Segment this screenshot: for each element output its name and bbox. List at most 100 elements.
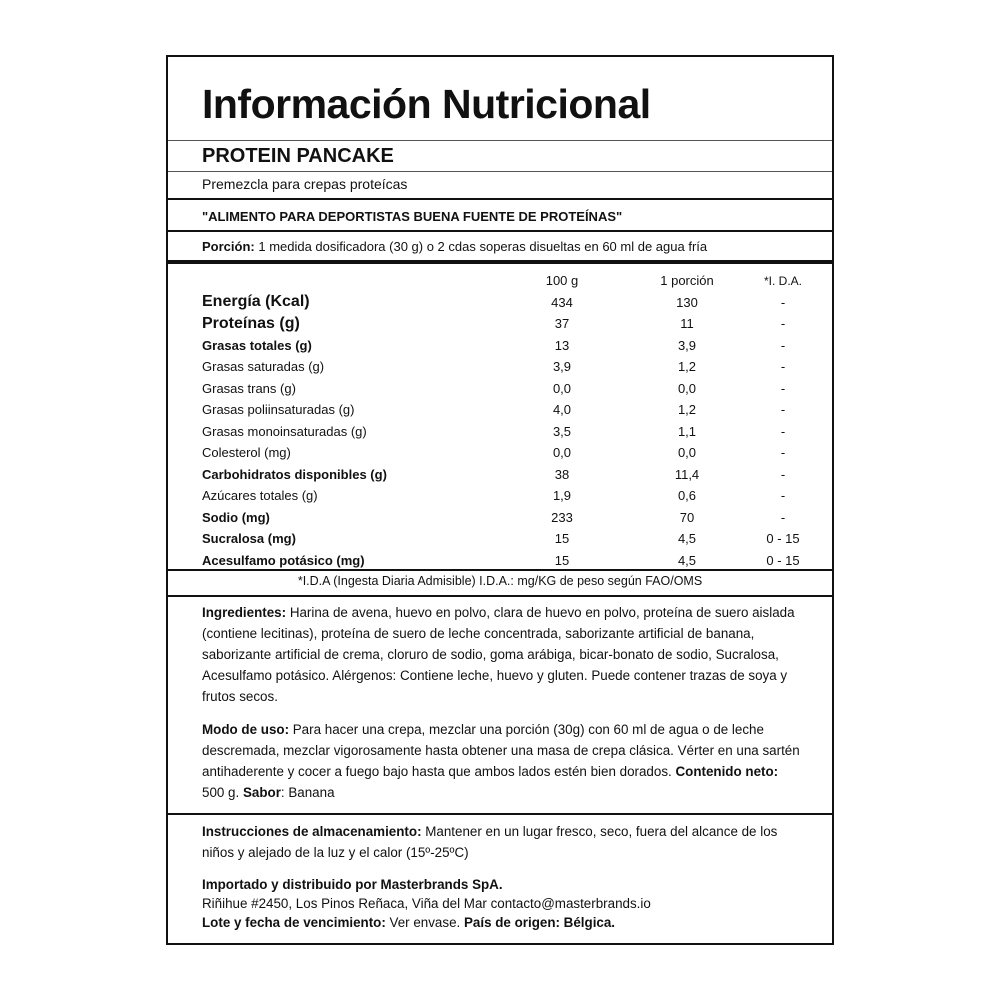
divider	[168, 595, 832, 597]
header-portion: 1 porción	[660, 273, 714, 289]
value-portion: 70	[679, 509, 695, 525]
value-ida: 0 - 15	[766, 531, 800, 547]
nutrition-label: Información Nutricional PROTEIN PANCAKE …	[166, 55, 834, 945]
nutrient-name: Grasas poliinsaturadas (g)	[202, 402, 355, 418]
value-ida: -	[780, 509, 786, 525]
text-segment: Lote y fecha de vencimiento:	[202, 915, 386, 930]
value-portion: 1,2	[677, 402, 697, 418]
text-segment: Modo de uso:	[202, 722, 293, 737]
text-segment: 500 g.	[202, 785, 243, 800]
page-title: Información Nutricional	[202, 81, 651, 127]
text-segment: Importado y distribuido por Masterbrands…	[202, 877, 503, 892]
value-portion: 0,0	[677, 445, 697, 461]
text-segment: Sabor	[242, 785, 281, 800]
text-segment: Ver envase.	[385, 915, 464, 930]
nutrient-name: Azúcares totales (g)	[202, 488, 318, 504]
text-segment: País de origen: Bélgica.	[463, 915, 616, 930]
table-row: Sucralosa (mg) 15 4,5 0 - 15	[202, 528, 814, 550]
nutrient-name: Carbohidratos disponibles (g)	[202, 466, 387, 482]
value-portion: 0,0	[677, 380, 697, 396]
value-100g: 434	[551, 294, 573, 310]
text-segment: Harina de avena, huevo en polvo, clara d…	[202, 605, 795, 704]
value-portion: 1,1	[677, 423, 697, 439]
nutrient-name: Acesulfamo potásico (mg)	[202, 552, 365, 568]
value-portion: 0,6	[677, 488, 697, 504]
text-segment: Contenido neto:	[675, 764, 779, 779]
value-100g: 15	[554, 531, 570, 547]
divider	[168, 230, 832, 232]
value-ida: -	[780, 466, 786, 482]
value-100g: 3,9	[552, 359, 572, 375]
nutrition-table: 100 g 1 porción *I. D.A. Energía (Kcal) 4…	[202, 270, 814, 571]
value-ida: -	[780, 337, 786, 353]
table-row: Grasas poliinsaturadas (g) 4,0 1,2 -	[202, 399, 814, 421]
divider	[168, 140, 832, 141]
value-100g: 3,5	[552, 423, 572, 439]
table-row: Grasas trans (g) 0,0 0,0 -	[202, 378, 814, 400]
divider	[168, 198, 832, 200]
value-ida: -	[780, 423, 786, 439]
nutrient-name: Grasas saturadas (g)	[202, 359, 325, 375]
value-100g: 15	[554, 552, 570, 568]
value-portion: 130	[676, 294, 698, 310]
product-claim: "ALIMENTO PARA DEPORTISTAS BUENA FUENTE …	[202, 209, 623, 224]
divider	[168, 569, 832, 571]
nutrient-name: Grasas totales (g)	[202, 337, 312, 353]
header-ida: *I. D.A.	[763, 273, 802, 288]
portion-info: Porción: 1 medida dosificadora (30 g) o …	[168, 239, 832, 254]
table-row: Grasas saturadas (g) 3,9 1,2 -	[202, 356, 814, 378]
value-portion: 4,5	[677, 552, 697, 568]
storage-instructions: Instrucciones de almacenamiento: Mantene…	[168, 821, 832, 863]
product-subtitle: Premezcla para crepas proteícas	[202, 176, 408, 192]
text-segment: Ingredientes:	[202, 605, 290, 620]
value-ida: 0 - 15	[766, 552, 800, 568]
divider	[168, 171, 832, 172]
value-portion: 4,5	[677, 531, 697, 547]
value-100g: 233	[551, 509, 573, 525]
value-100g: 37	[554, 316, 570, 332]
importer-info: Importado y distribuido por Masterbrands…	[168, 875, 832, 932]
usage-instructions: Modo de uso: Para hacer una crepa, mezcl…	[168, 719, 832, 803]
value-ida: -	[780, 294, 786, 310]
value-100g: 38	[554, 466, 570, 482]
nutrient-name: Grasas monoinsaturadas (g)	[202, 423, 367, 439]
nutrient-name: Proteínas (g)	[202, 314, 300, 332]
portion-text: 1 medida dosificadora (30 g) o 2 cdas so…	[254, 239, 708, 254]
table-row: Sodio (mg) 233 70 -	[202, 507, 814, 529]
table-row: Energía (Kcal) 434 130 -	[202, 292, 814, 314]
value-portion: 11	[680, 316, 694, 332]
portion-label: Porción:	[202, 239, 255, 254]
value-ida: -	[780, 402, 786, 418]
value-portion: 11,4	[674, 466, 700, 482]
value-100g: 1,9	[552, 488, 572, 504]
table-row: Colesterol (mg) 0,0 0,0 -	[202, 442, 814, 464]
divider	[168, 260, 832, 264]
product-name: PROTEIN PANCAKE	[202, 145, 394, 167]
text-segment: Mantener en un lugar fresco, seco, fuera…	[202, 824, 778, 860]
value-ida: -	[780, 445, 786, 461]
value-ida: -	[780, 359, 786, 375]
nutrient-name: Energía (Kcal)	[202, 293, 310, 311]
divider	[168, 813, 832, 815]
table-row: Proteínas (g) 37 11 -	[202, 313, 814, 335]
nutrient-name: Sodio (mg)	[202, 509, 270, 525]
text-segment: : Banana	[280, 785, 335, 800]
nutrient-name: Grasas trans (g)	[202, 380, 296, 396]
text-segment: Para hacer una crepa, mezclar una porció…	[202, 722, 800, 779]
table-row: Grasas totales (g) 13 3,9 -	[202, 335, 814, 357]
value-100g: 0,0	[552, 445, 572, 461]
text-segment: Instrucciones de almacenamiento:	[202, 824, 422, 839]
header-100g: 100 g	[545, 273, 579, 289]
value-ida: -	[780, 488, 786, 504]
table-row: Acesulfamo potásico (mg) 15 4,5 0 - 15	[202, 550, 814, 572]
value-ida: -	[780, 380, 786, 396]
table-row: Carbohidratos disponibles (g) 38 11,4 -	[202, 464, 814, 486]
value-100g: 4,0	[552, 402, 572, 418]
text-segment: Riñihue #2450, Los Pinos Reñaca, Viña de…	[202, 896, 651, 911]
value-ida: -	[780, 316, 786, 332]
table-header: 100 g 1 porción *I. D.A.	[202, 270, 814, 292]
ingredients: Ingredientes: Harina de avena, huevo en …	[168, 602, 832, 707]
value-portion: 1,2	[677, 359, 697, 375]
table-row: Azúcares totales (g) 1,9 0,6 -	[202, 485, 814, 507]
value-100g: 0,0	[552, 380, 572, 396]
